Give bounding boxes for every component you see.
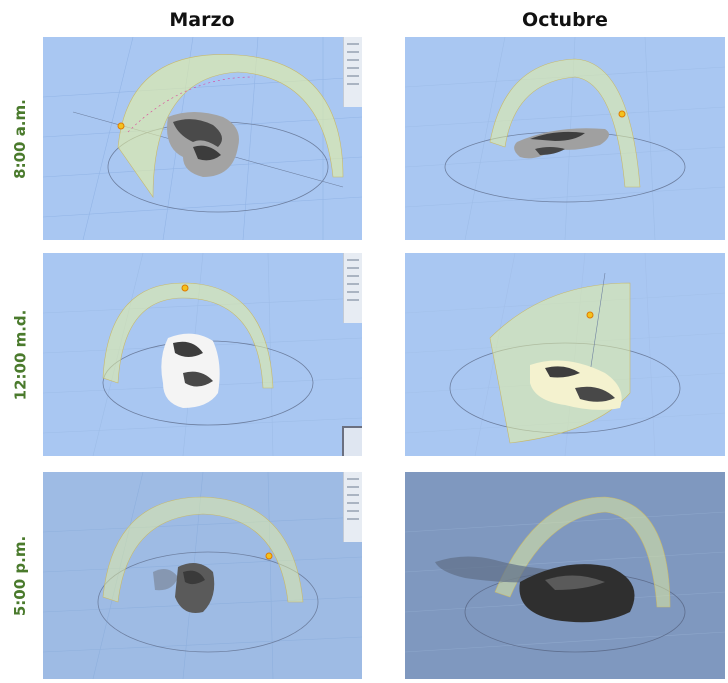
settings-sidepanel[interactable] [343,472,362,542]
october-8am-view [405,37,725,240]
settings-sidepanel[interactable] [343,253,362,323]
row-label-morning: 8:00 a.m. [11,98,29,179]
march-5pm-view [43,472,362,679]
row-label-noon: 12:00 m.d. [11,309,30,400]
october-5pm-view [405,472,725,679]
row-label-evening: 5:00 p.m. [11,535,30,616]
column-header-october: Octubre [522,9,608,31]
march-noon-view [43,253,362,456]
column-header-march: Marzo [169,9,235,31]
settings-sidepanel[interactable] [343,37,362,107]
march-8am-view [43,37,362,240]
legend-box [342,426,362,456]
october-noon-view [405,253,725,456]
